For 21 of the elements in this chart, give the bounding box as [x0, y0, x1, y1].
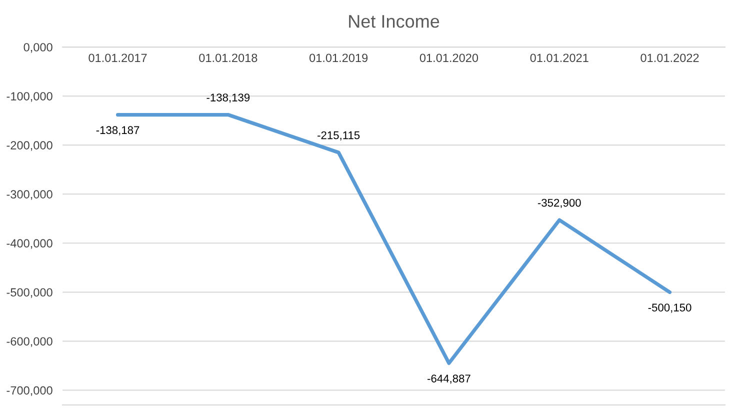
y-tick-label: -600,000 [6, 337, 52, 347]
data-label: -138,187 [96, 126, 140, 136]
y-tick-label: 0,000 [24, 43, 52, 53]
y-tick-label: -500,000 [6, 288, 52, 298]
y-tick-label: -400,000 [6, 239, 52, 249]
y-tick-label: -100,000 [6, 92, 52, 102]
x-tick-label: 01.01.2017 [88, 54, 147, 62]
x-tick-label: 01.01.2019 [309, 54, 368, 62]
data-label: -138,139 [206, 94, 250, 103]
y-tick-label: -300,000 [6, 190, 52, 200]
chart-title: Net Income [349, 15, 440, 28]
data-label: -215,115 [318, 131, 360, 140]
x-tick-label: 01.01.2020 [420, 54, 478, 62]
data-label: -352,900 [538, 198, 581, 208]
data-label: -500,150 [648, 304, 692, 313]
y-tick-label: -200,000 [6, 141, 52, 151]
x-tick-label: 01.01.2021 [530, 54, 588, 62]
x-tick-label: 01.01.2018 [199, 54, 258, 62]
y-tick-label: -700,000 [6, 386, 52, 396]
x-tick-label: 01.01.2022 [640, 54, 699, 62]
data-label: -644,887 [428, 374, 470, 384]
